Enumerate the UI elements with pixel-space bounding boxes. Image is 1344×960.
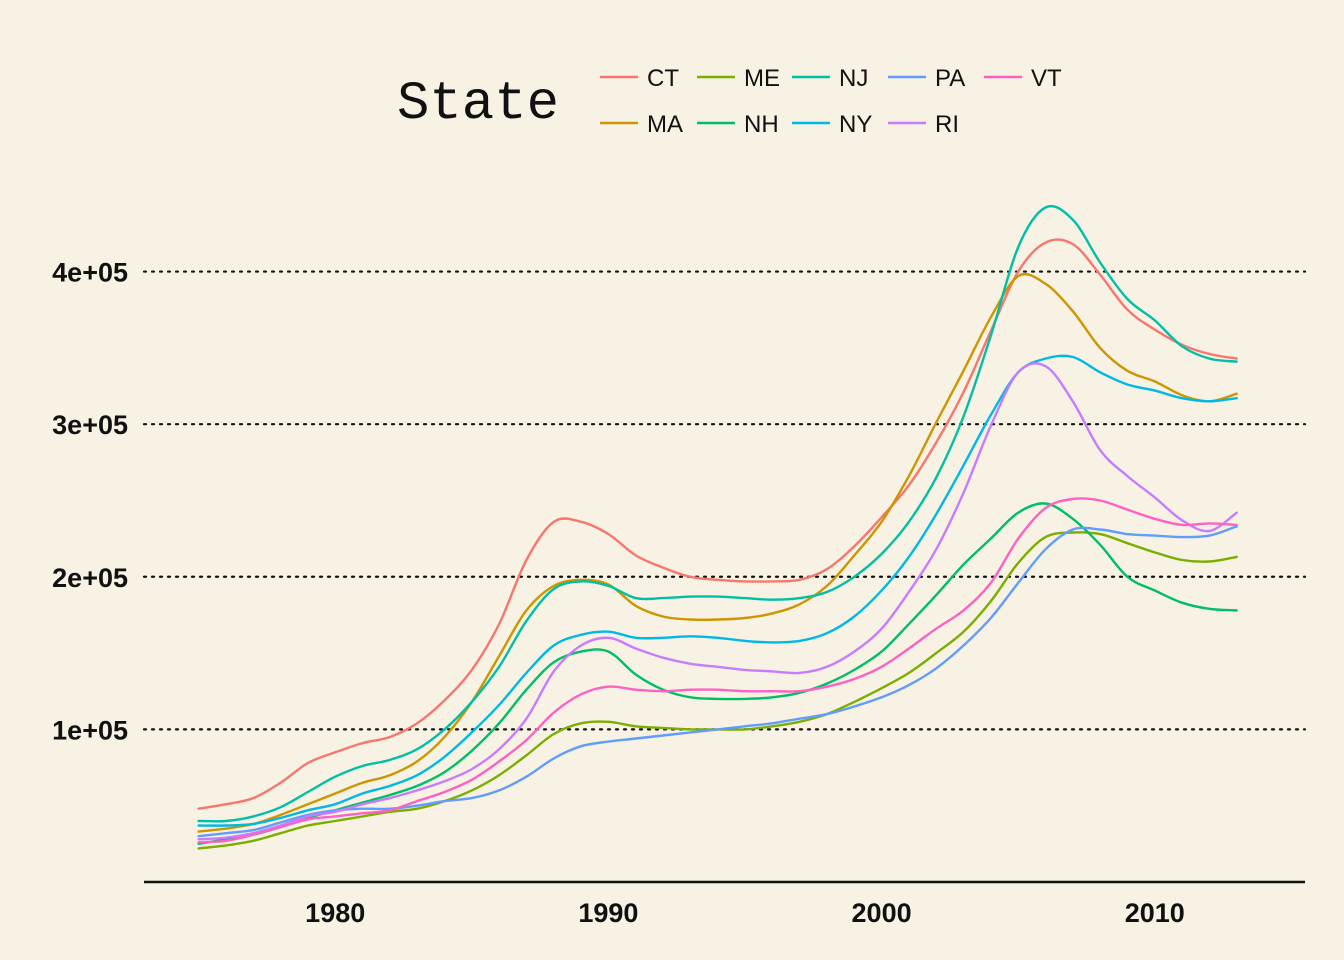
series-line-nj: [197, 204, 1238, 823]
legend-item-ri: RI: [888, 111, 959, 138]
y-tick-label: 3e+05: [52, 410, 128, 440]
legend-label: ME: [744, 65, 780, 92]
series-line-ri: [197, 362, 1238, 841]
legend-item-me: ME: [697, 65, 780, 92]
legend-item-pa: PA: [888, 65, 965, 92]
legend-items: CT MA ME NH NJ NY PA RI VT: [600, 65, 1062, 138]
series-line-ct: [197, 238, 1238, 810]
series-line-ma: [197, 272, 1238, 833]
legend-label: PA: [935, 65, 965, 92]
series-line-pa: [197, 525, 1238, 838]
legend-label: RI: [935, 111, 959, 138]
legend-title: State: [397, 74, 559, 135]
series-line-ny: [197, 354, 1238, 827]
legend-label: NH: [744, 111, 779, 138]
x-axis-tick-labels: 1980 1990 2000 2010: [305, 898, 1185, 928]
legend-label: NJ: [839, 65, 868, 92]
legend: State CT MA ME NH NJ NY PA RI VT: [397, 65, 1062, 138]
series-line-nh: [197, 502, 1238, 845]
legend-item-ma: MA: [600, 111, 683, 138]
y-tick-label: 2e+05: [52, 563, 128, 593]
y-tick-label: 4e+05: [52, 258, 128, 288]
series-lines: [197, 204, 1238, 850]
legend-label: VT: [1031, 65, 1062, 92]
x-tick-label: 2010: [1125, 898, 1185, 928]
series-line-vt: [197, 497, 1238, 844]
x-tick-label: 1990: [578, 898, 638, 928]
legend-item-ct: CT: [600, 65, 679, 92]
y-axis-tick-labels: 1e+05 2e+05 3e+05 4e+05: [52, 258, 128, 746]
x-tick-label: 1980: [305, 898, 365, 928]
y-tick-label: 1e+05: [52, 715, 128, 745]
legend-item-vt: VT: [984, 65, 1062, 92]
legend-label: CT: [647, 65, 679, 92]
legend-item-nj: NJ: [792, 65, 868, 92]
legend-label: MA: [647, 111, 683, 138]
legend-item-ny: NY: [792, 111, 872, 138]
legend-item-nh: NH: [697, 111, 779, 138]
x-tick-label: 2000: [852, 898, 912, 928]
gridlines: [142, 270, 1307, 731]
legend-label: NY: [839, 111, 872, 138]
